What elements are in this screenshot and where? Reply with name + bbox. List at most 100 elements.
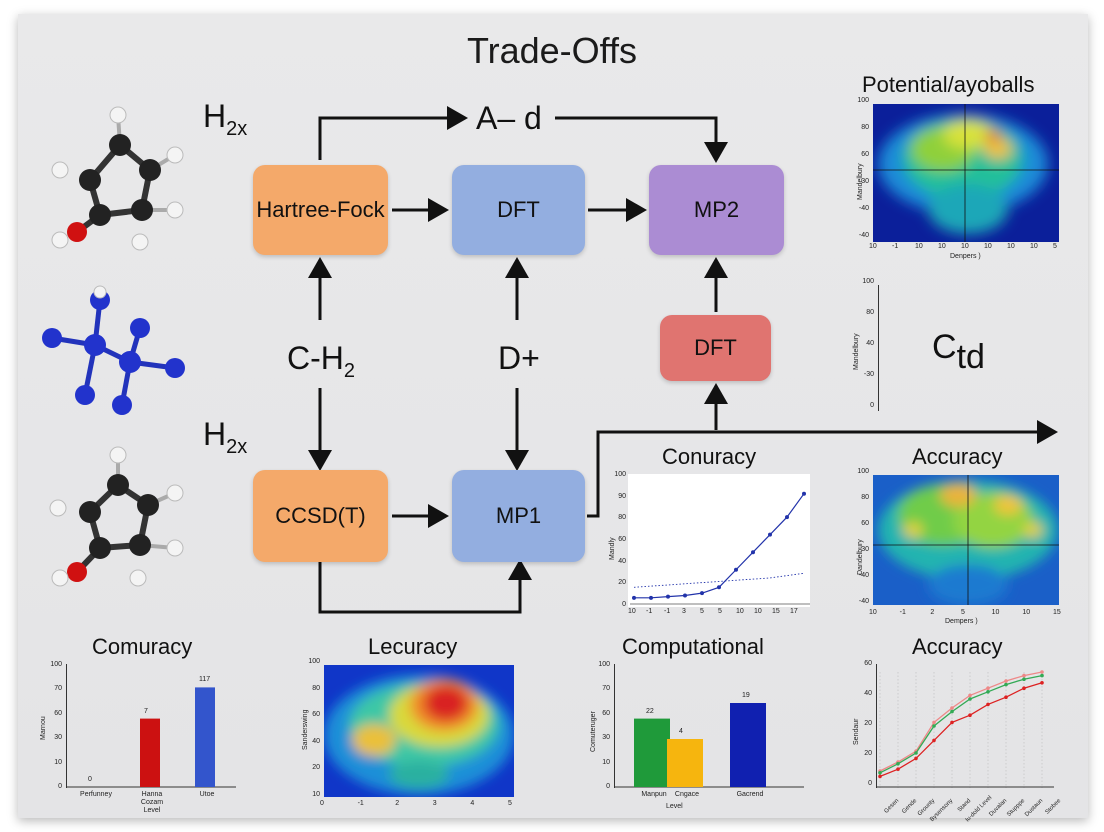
- line-point-green: [1022, 677, 1026, 681]
- line-chart-2-ytick-2: 20: [864, 720, 872, 727]
- bar-chart-1-ytick-0: 100: [50, 661, 62, 668]
- bar-value-label-1: 4: [679, 728, 683, 735]
- bar-1: [140, 718, 160, 787]
- line-point-green: [932, 724, 936, 728]
- line-point-red: [878, 774, 882, 779]
- line-point-green: [896, 762, 900, 766]
- h2x-top-label: H2x: [203, 98, 248, 140]
- heatmap-bottom-ytick-2: 60: [312, 711, 320, 719]
- heatmap-right-xtick-1: -1: [899, 609, 906, 616]
- line-point-red: [986, 702, 990, 707]
- line-chart-xtick-7: 10: [754, 608, 762, 615]
- heatmap-top-ytick-1: 80: [861, 124, 869, 131]
- heatmap-right-xtick-6: 15: [1053, 609, 1061, 616]
- heatmap-right: [873, 475, 1059, 605]
- line-series-pink: [879, 671, 1043, 772]
- heatmap-top: [873, 104, 1059, 242]
- heatmap-right-xlabel: Dempers ): [945, 618, 978, 625]
- line-point-red: [932, 738, 936, 743]
- bar-value-label-0: 22: [646, 707, 654, 715]
- line-chart-2: [876, 664, 1054, 788]
- bar-chart-1-ytick-1: 70: [54, 685, 62, 693]
- line-chart-xtick-3: 3: [682, 608, 686, 615]
- bar-chart-1-ylabel: Marnou: [40, 716, 47, 740]
- bar-category-label-0: Manpun: [641, 791, 667, 798]
- line-series-red: [879, 682, 1043, 778]
- line-point: [666, 594, 670, 599]
- cyclopentanol-molecule-icon-2: [49, 446, 184, 587]
- bar-chart-2-caption: Level: [666, 803, 683, 810]
- heatmap-right-ytick-2: 60: [861, 520, 869, 527]
- heatmap-bottom-ytick-0: 100: [308, 658, 320, 665]
- bar-category-label-1: Cngace: [674, 791, 700, 798]
- heatmap-top-title: Potential/ayoballs: [862, 72, 1035, 97]
- heatmap-right-ytick-0: 100: [857, 468, 869, 475]
- bar-chart-2-ytick-1: 70: [602, 685, 610, 693]
- hartree-fock-node[interactable]: Hartree-Fock: [253, 165, 388, 255]
- heatmap-bottom-ytick-4: 20: [312, 764, 320, 772]
- line-chart-2-ytick-0: 60: [864, 660, 872, 667]
- line-chart-ytick-1: 90: [618, 492, 626, 500]
- bar-2: [730, 703, 766, 787]
- line-chart-ytick-4: 40: [618, 557, 626, 565]
- heatmap-bottom-ytick-3: 40: [312, 737, 320, 745]
- line-point-red: [950, 720, 954, 725]
- cyclopentanol-molecule-icon: [51, 106, 184, 251]
- line-chart-2-ylabel: Sendaur: [853, 718, 860, 745]
- dft-top-node[interactable]: DFT: [452, 165, 585, 255]
- line-chart: [630, 491, 810, 605]
- line-point-red: [1004, 695, 1008, 699]
- bar-chart-1-ytick-5: 0: [58, 783, 62, 790]
- line-point-green: [986, 690, 990, 694]
- heatmap-bottom-ytick-1: 80: [312, 684, 320, 692]
- line-chart-ytick-0: 100: [614, 471, 626, 478]
- heatmap-right-xtick-5: 10: [1022, 609, 1031, 616]
- dplus-label: D+: [498, 340, 540, 376]
- line-point-pink: [1004, 679, 1008, 683]
- line-point-red: [914, 756, 918, 761]
- line-chart-xtick-6: 10: [736, 608, 744, 615]
- line-point-green: [878, 771, 882, 775]
- line-series-dotted: [633, 572, 805, 588]
- line-point: [751, 550, 755, 555]
- empty-axis-ytick-2: 40: [866, 340, 874, 347]
- mp2-node[interactable]: MP2: [649, 165, 784, 255]
- line-point-pink: [1040, 670, 1044, 674]
- dft-mid-node[interactable]: DFT: [660, 315, 771, 381]
- heatmap-bottom-ylabel: Sanderswing: [302, 709, 309, 750]
- heatmap-top-xtick-4: 10: [961, 243, 969, 250]
- bar-value-label-2: 117: [199, 676, 211, 684]
- bar-value-label-0: 0: [88, 776, 92, 783]
- heatmap-right-xtick-0: 10: [869, 609, 877, 616]
- heatmap-bottom-title: Lecuracy: [368, 634, 458, 659]
- ch2-label: C-H2: [287, 340, 355, 382]
- bar-chart-2-ytick-4: 10: [602, 758, 610, 766]
- bar-chart-1-ytick-2: 60: [54, 709, 62, 717]
- line-point: [785, 515, 789, 520]
- empty-axis-ytick-3: -30: [863, 371, 874, 378]
- bar-chart-1-ytick-4: 10: [54, 758, 62, 766]
- empty-axis-ytick-0: 100: [862, 278, 874, 285]
- mp1-node[interactable]: MP1: [452, 470, 585, 562]
- line-series-solid: [634, 493, 805, 599]
- heatmap-top-ytick-0: 100: [857, 97, 869, 104]
- bar-value-label-1: 7: [144, 707, 148, 715]
- line-chart-title: Conuracy: [662, 444, 757, 469]
- line-chart-ytick-3: 60: [618, 536, 626, 543]
- empty-axis-ytick-1: 80: [866, 309, 874, 316]
- line-point: [700, 591, 704, 596]
- bar-0: [634, 718, 670, 787]
- line-chart-xtick-1: -1: [646, 608, 653, 615]
- heatmap-bottom-xtick-5: 5: [508, 800, 512, 807]
- heatmap-bottom-xtick-2: 2: [395, 800, 400, 807]
- heatmap-right-title: Accuracy: [912, 444, 1003, 469]
- line-chart-xtick-5: 5: [718, 608, 722, 615]
- bar-chart-1: [66, 664, 236, 788]
- ccsd-node[interactable]: CCSD(T): [253, 470, 388, 562]
- line-point-green: [1040, 673, 1044, 678]
- heatmap-right-ylabel: Dandelbury: [857, 539, 864, 575]
- heatmap-top-xtick-8: 5: [1053, 243, 1057, 250]
- line-chart-xtick-4: 5: [700, 608, 704, 615]
- heatmap-bottom: [324, 665, 514, 797]
